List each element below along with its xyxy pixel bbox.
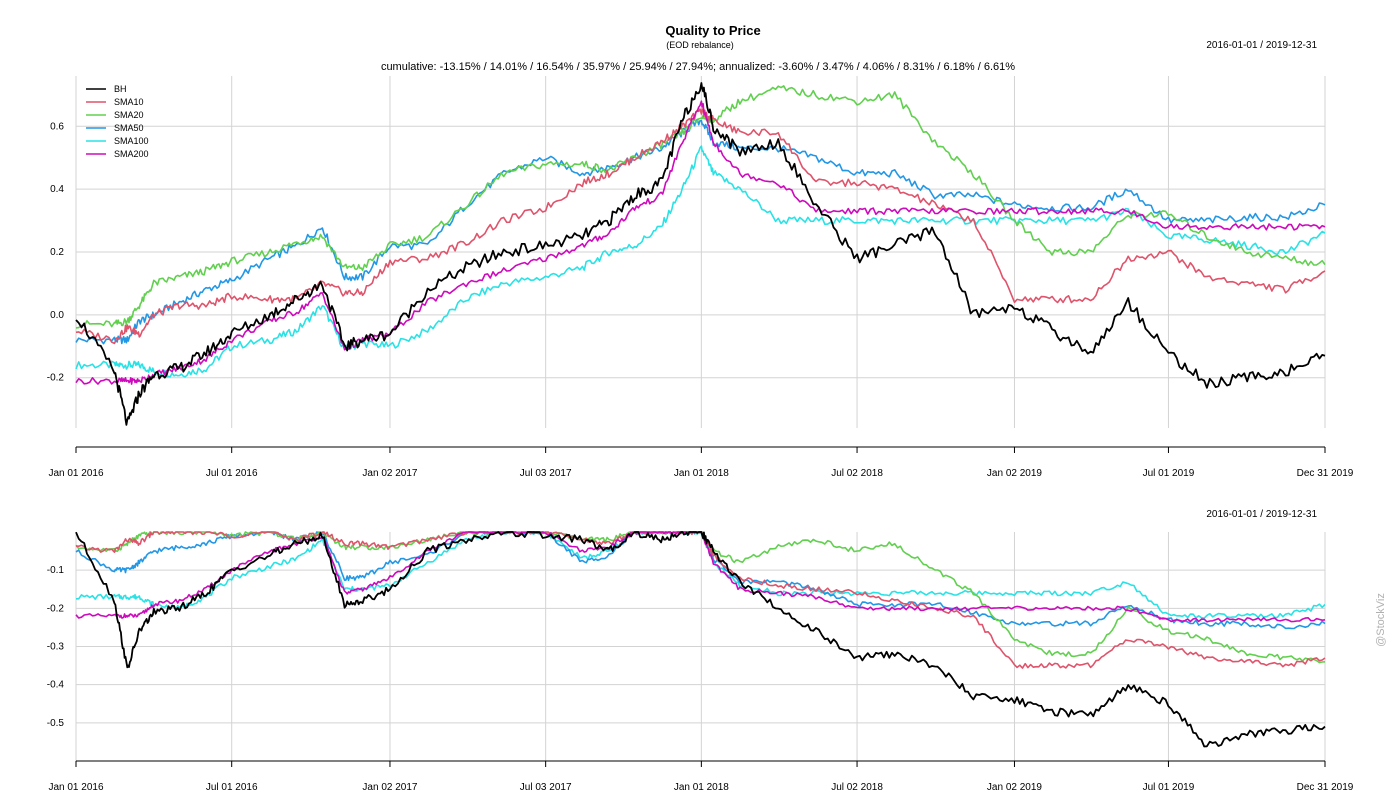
performance-summary: cumulative: -13.15% / 14.01% / 16.54% / …: [381, 61, 1015, 73]
x-tick-label: Jan 01 2018: [674, 782, 729, 793]
x-tick-label: Jan 01 2018: [674, 468, 729, 479]
legend: BH SMA10 SMA20 SMA50 SMA100 SMA200: [86, 84, 149, 159]
series-line-sma50: [75, 531, 1326, 630]
x-tick-label: Jul 01 2016: [206, 782, 258, 793]
date-range-top: 2016-01-01 / 2019-12-31: [1206, 40, 1317, 51]
legend-label-sma100: SMA100: [114, 136, 149, 146]
x-tick-label: Dec 31 2019: [1297, 782, 1354, 793]
legend-label-sma200: SMA200: [114, 149, 149, 159]
watermark: @StockViz: [1375, 593, 1387, 647]
y-tick-label: -0.5: [47, 718, 65, 729]
chart-title: Quality to Price: [665, 23, 760, 38]
y-tick-label: -0.1: [47, 565, 65, 576]
series-line-sma20: [75, 531, 1326, 664]
drawdown-panel: -0.1 -0.2 -0.3 -0.4 -0.5 Jan 01 2016 Jul 01 20…: [47, 531, 1354, 793]
x-tick-label: Jul 01 2019: [1143, 782, 1195, 793]
series-line-sma10: [75, 108, 1326, 345]
series-line-bh: [75, 82, 1326, 426]
y-tick-label: 0.0: [50, 310, 64, 321]
legend-label-sma50: SMA50: [114, 123, 144, 133]
legend-label-sma10: SMA10: [114, 97, 144, 107]
cumulative-returns-panel: -0.2 0.0 0.2 0.4 0.6 Jan 01 2016 Jul 01 2016 Ja…: [47, 76, 1354, 479]
x-tick-label: Jan 02 2019: [987, 782, 1042, 793]
y-tick-label: -0.4: [47, 680, 65, 691]
series-line-sma10: [75, 531, 1326, 669]
series-line-sma20: [75, 85, 1326, 329]
y-tick-label: 0.6: [50, 121, 64, 132]
x-tick-label: Jul 03 2017: [520, 782, 572, 793]
x-tick-label: Jul 01 2019: [1143, 468, 1195, 479]
y-tick-label: -0.2: [47, 603, 65, 614]
y-tick-label: -0.2: [47, 373, 65, 384]
x-tick-label: Jul 02 2018: [831, 782, 883, 793]
series-line-bh: [75, 531, 1326, 748]
date-range-bottom: 2016-01-01 / 2019-12-31: [1206, 509, 1317, 520]
x-tick-label: Dec 31 2019: [1297, 468, 1354, 479]
x-tick-label: Jul 01 2016: [206, 468, 258, 479]
y-tick-label: -0.3: [47, 642, 65, 653]
x-tick-label: Jan 02 2017: [362, 468, 417, 479]
chart-subtitle: (EOD rebalance): [666, 40, 734, 50]
y-tick-label: 0.2: [50, 247, 64, 258]
series-line-sma100: [76, 531, 1326, 620]
x-tick-label: Jan 01 2016: [48, 782, 103, 793]
series-line-sma100: [75, 145, 1326, 378]
x-tick-label: Jul 02 2018: [831, 468, 883, 479]
x-tick-label: Jan 02 2019: [987, 468, 1042, 479]
legend-label-sma20: SMA20: [114, 110, 144, 120]
x-tick-label: Jan 01 2016: [48, 468, 103, 479]
y-tick-label: 0.4: [50, 184, 64, 195]
legend-label-bh: BH: [114, 84, 127, 94]
series-line-sma200: [75, 100, 1326, 385]
x-tick-label: Jul 03 2017: [520, 468, 572, 479]
x-tick-label: Jan 02 2017: [362, 782, 417, 793]
